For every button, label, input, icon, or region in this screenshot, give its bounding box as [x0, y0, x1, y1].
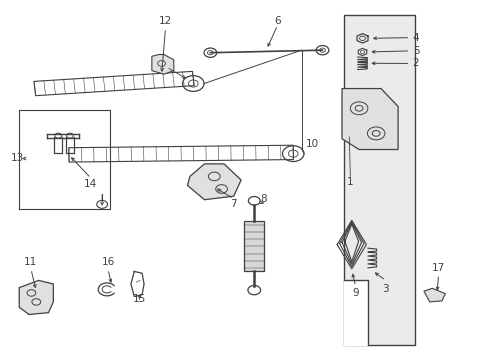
FancyBboxPatch shape: [344, 15, 414, 345]
Text: 1: 1: [346, 177, 353, 187]
Polygon shape: [187, 164, 241, 200]
Text: 9: 9: [352, 288, 358, 298]
Text: 14: 14: [84, 179, 97, 189]
Polygon shape: [19, 280, 53, 315]
Polygon shape: [344, 280, 367, 345]
Polygon shape: [244, 221, 264, 271]
Text: 3: 3: [382, 284, 388, 294]
Text: 8: 8: [260, 194, 266, 204]
Polygon shape: [341, 89, 397, 149]
Text: 17: 17: [431, 263, 444, 273]
Text: 4: 4: [412, 33, 419, 42]
Text: 5: 5: [412, 46, 419, 56]
Polygon shape: [152, 54, 173, 74]
Text: 12: 12: [159, 17, 172, 27]
Text: 11: 11: [24, 257, 38, 267]
Text: 2: 2: [412, 58, 419, 68]
Text: 10: 10: [305, 139, 318, 149]
Polygon shape: [423, 288, 445, 302]
Text: 13: 13: [10, 153, 23, 163]
Text: 15: 15: [133, 294, 146, 304]
Text: 6: 6: [274, 17, 281, 27]
Text: 7: 7: [230, 199, 237, 209]
Text: 16: 16: [101, 257, 114, 267]
